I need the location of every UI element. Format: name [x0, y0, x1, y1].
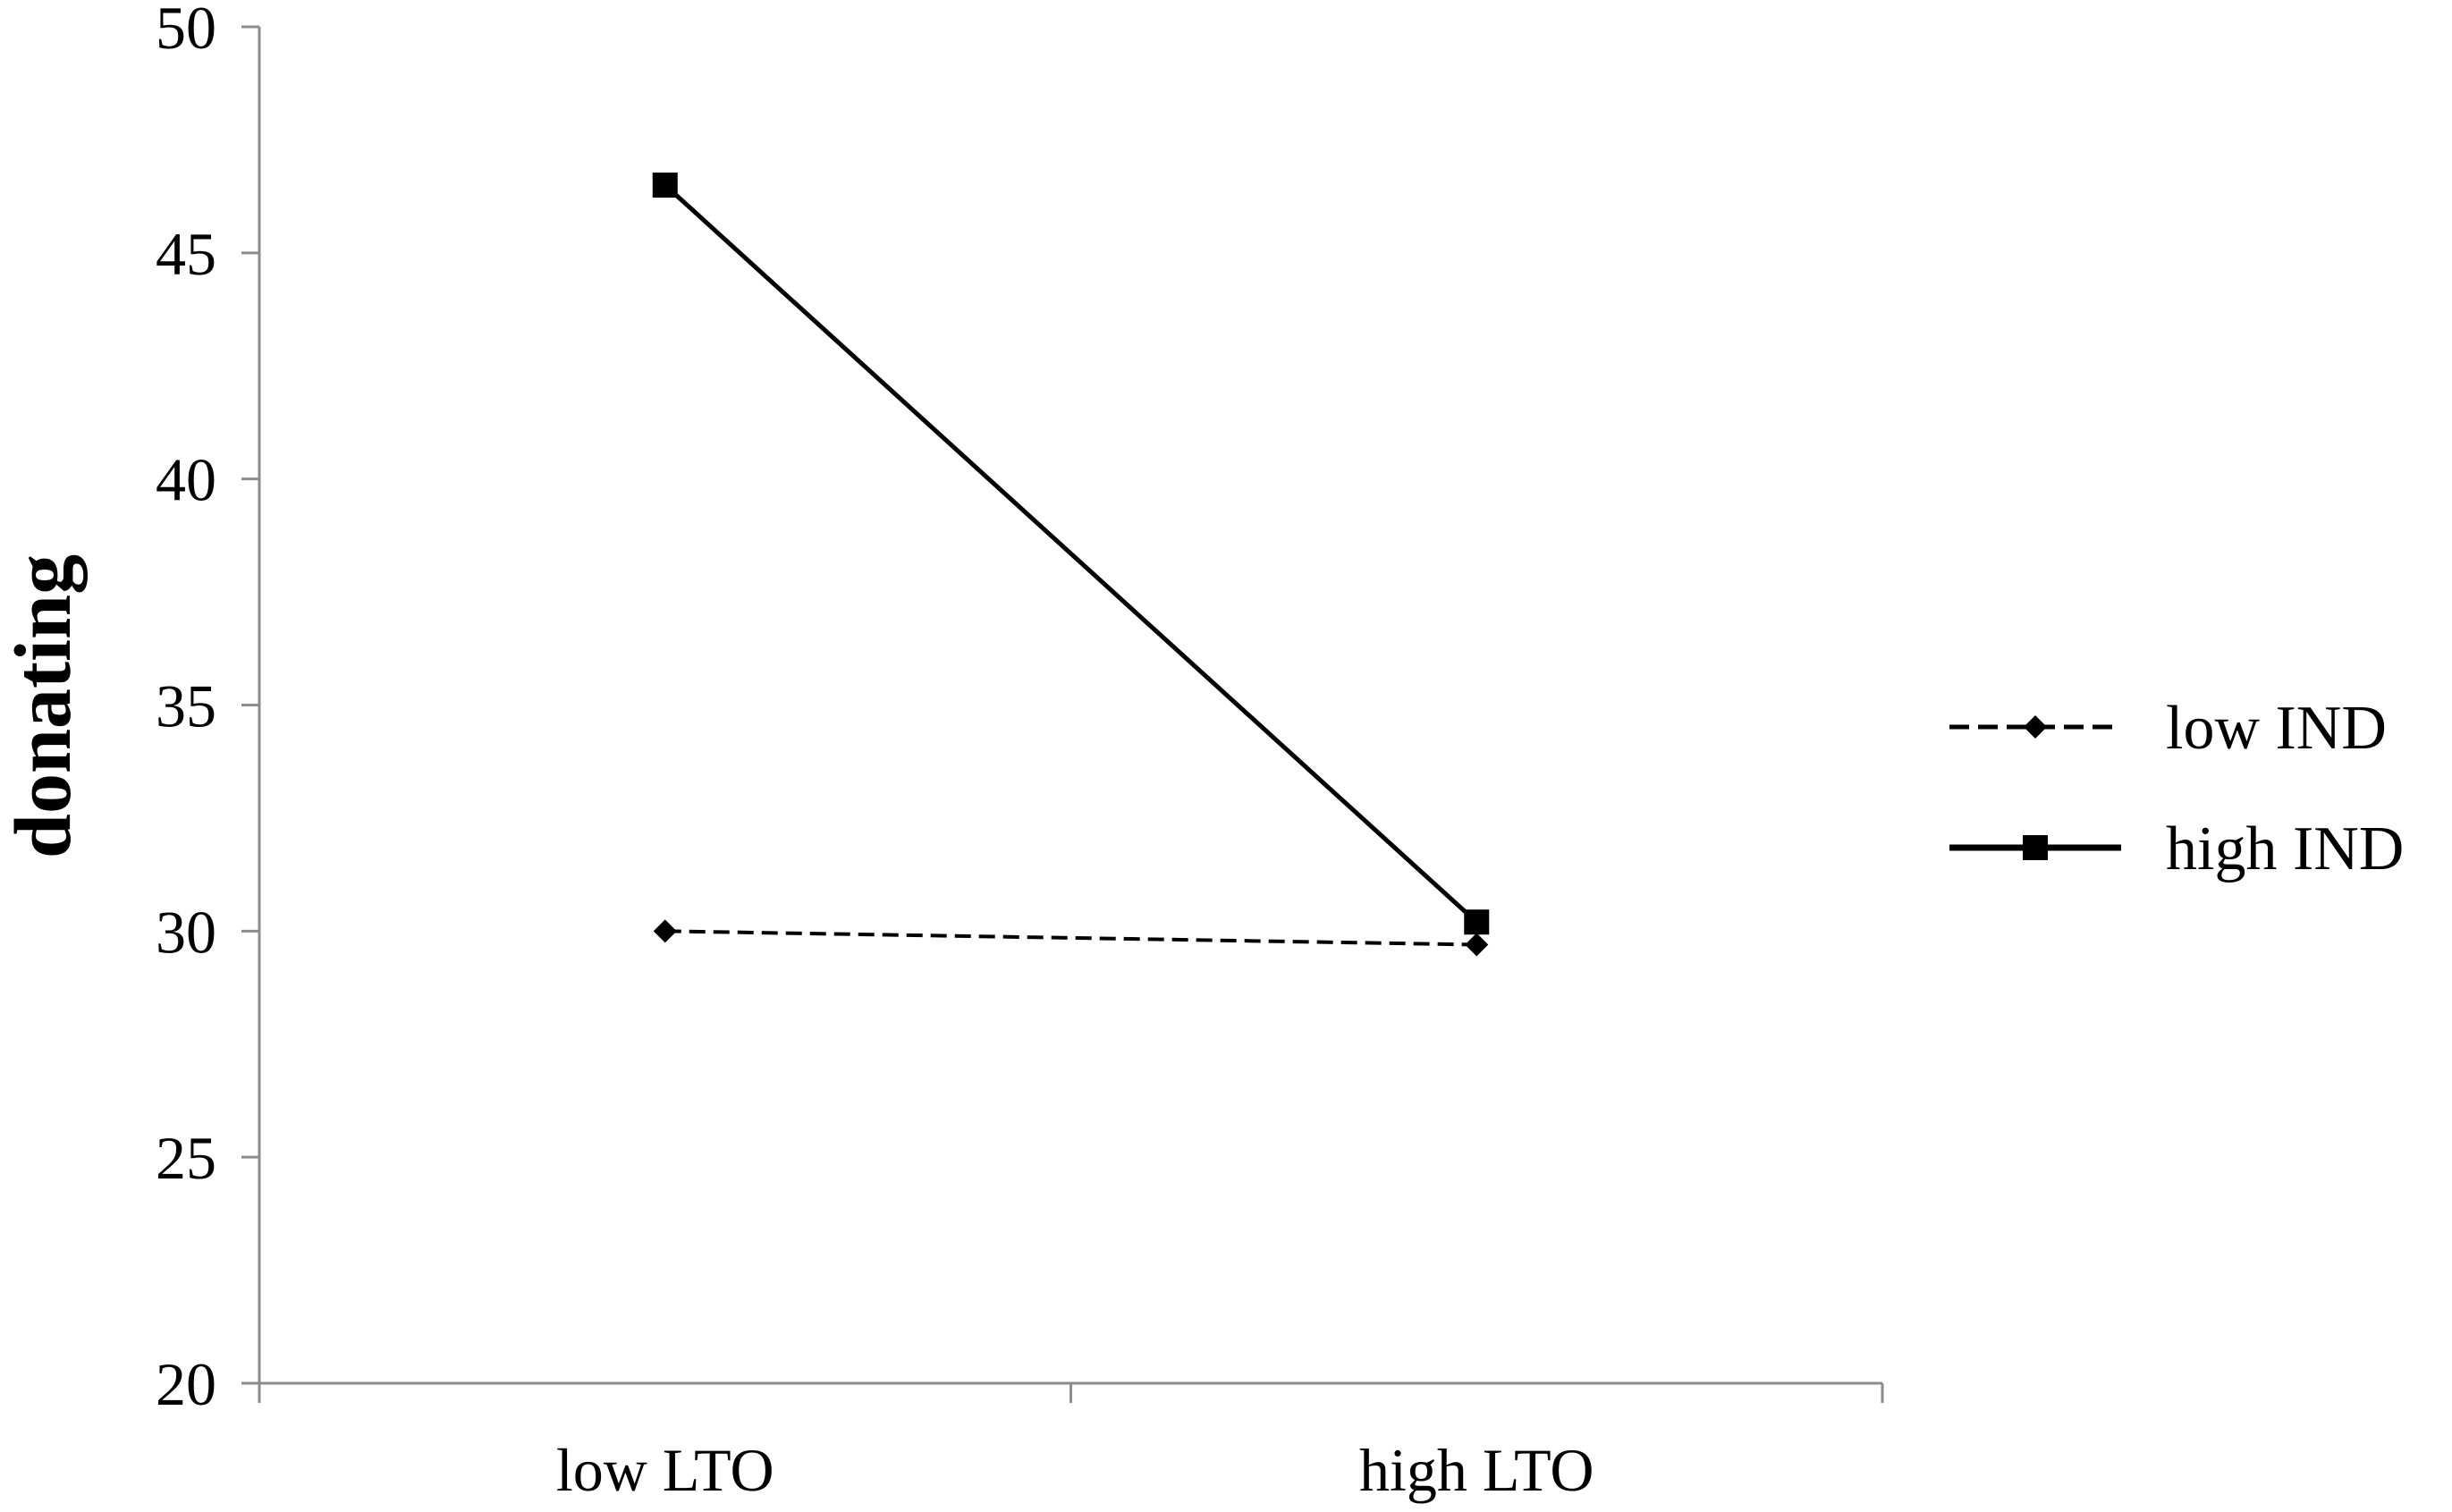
y-tick-label: 35 — [156, 672, 216, 740]
data-point — [1464, 909, 1490, 935]
legend-marker — [2023, 835, 2048, 860]
series-high-ind — [652, 172, 1490, 935]
x-tick-label: high LTO — [1359, 1436, 1594, 1504]
y-tick-label: 25 — [156, 1124, 216, 1192]
legend-item: high IND — [1949, 815, 2404, 883]
series-line — [664, 929, 1477, 947]
x-axis-ticks: low LTO high LTO — [258, 1383, 1884, 1504]
y-tick-label: 40 — [156, 446, 216, 514]
y-tick-label: 20 — [156, 1350, 216, 1418]
legend-label: high IND — [2166, 815, 2404, 883]
data-point — [652, 172, 678, 198]
y-axis-title: donating — [0, 554, 88, 858]
y-tick-label: 30 — [156, 898, 216, 966]
legend-marker — [2024, 715, 2047, 739]
data-point — [653, 919, 677, 943]
series-low-ind — [653, 919, 1489, 957]
series-line — [664, 183, 1478, 925]
y-axis-ticks: 20 25 30 35 40 45 50 — [156, 0, 259, 1418]
legend-item: low IND — [1949, 694, 2387, 763]
data-point — [1465, 933, 1489, 957]
legend-label: low IND — [2166, 694, 2387, 763]
y-tick-label: 45 — [156, 220, 216, 288]
legend: low IND high IND — [1949, 694, 2404, 883]
series-layer — [652, 172, 1490, 957]
y-tick-label: 50 — [156, 0, 216, 62]
x-tick-label: low LTO — [556, 1436, 774, 1504]
